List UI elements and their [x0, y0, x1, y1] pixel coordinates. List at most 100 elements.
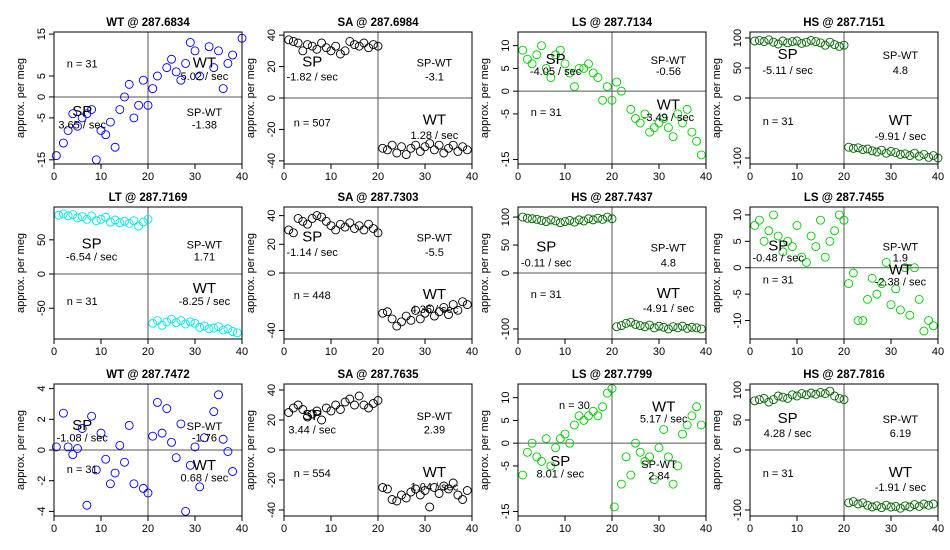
- data-point: [181, 319, 191, 329]
- data-point: [345, 218, 355, 228]
- data-point: [218, 434, 228, 444]
- data-point: [54, 210, 64, 220]
- data-point: [905, 151, 915, 161]
- data-point: [364, 403, 374, 413]
- y-tick-label: 50: [36, 234, 48, 246]
- data-point: [858, 498, 868, 508]
- data-point: [138, 483, 148, 493]
- chart-title: LS @ 287.7455: [804, 192, 885, 204]
- data-point: [63, 442, 73, 452]
- data-point: [77, 424, 87, 433]
- data-point: [190, 46, 200, 56]
- sp-rate-label: 4.28 / sec: [764, 428, 812, 440]
- data-point: [659, 114, 669, 123]
- y-tick-label: 4: [36, 386, 48, 392]
- data-point: [830, 391, 840, 401]
- y-axis-label: approx. per meg: [15, 410, 27, 490]
- data-point: [565, 215, 575, 225]
- data-point: [588, 406, 598, 416]
- data-point: [176, 316, 186, 325]
- data-point: [522, 54, 532, 64]
- data-point: [609, 502, 619, 512]
- x-tick-label: 0: [281, 171, 287, 183]
- chart-panel-9: WT @ 287.7472 0 10 20 30 40 -4 -2 0 2 4 approx. per…: [15, 369, 248, 535]
- data-point: [378, 308, 388, 318]
- data-point: [551, 216, 561, 226]
- y-tick-label: 0: [500, 270, 512, 276]
- y-tick-label: 0: [500, 440, 512, 446]
- data-point: [532, 214, 542, 224]
- data-point: [696, 150, 706, 160]
- data-point: [584, 214, 593, 224]
- data-point: [214, 46, 223, 56]
- data-point: [420, 142, 430, 152]
- sp-rate-label: -1.14 / sec: [287, 247, 339, 259]
- y-tick-label: 40: [266, 384, 278, 396]
- data-point: [185, 38, 195, 47]
- data-point: [584, 59, 593, 69]
- data-point: [565, 438, 575, 448]
- wt-label: WT: [423, 112, 446, 129]
- data-point: [910, 263, 919, 273]
- data-point: [924, 500, 934, 510]
- data-point: [105, 217, 115, 227]
- data-point: [886, 502, 896, 512]
- y-tick-label: 10: [500, 40, 512, 52]
- data-point: [228, 50, 238, 60]
- data-point: [905, 310, 915, 320]
- data-point: [326, 406, 336, 416]
- data-point: [167, 437, 176, 447]
- data-point: [537, 456, 546, 466]
- data-point: [345, 394, 355, 404]
- x-tick-label: 10: [325, 346, 337, 358]
- x-tick-label: 10: [325, 171, 337, 183]
- data-point: [682, 323, 692, 333]
- data-point: [387, 314, 397, 324]
- y-tick-label: 0: [266, 95, 278, 101]
- data-point: [626, 104, 636, 114]
- data-point: [368, 224, 378, 233]
- sp-rate-label: -1.08 / sec: [57, 433, 109, 445]
- wt-rate-label: -1.91 / sec: [875, 482, 927, 494]
- data-point: [555, 218, 565, 228]
- data-point: [659, 322, 669, 332]
- n-count-label: n = 448: [294, 290, 331, 302]
- data-point: [621, 318, 631, 328]
- y-tick-label: 100: [500, 208, 512, 226]
- data-point: [593, 73, 603, 82]
- x-tick-label: 10: [791, 523, 803, 535]
- chart-panel-5: LT @ 287.7169 0 10 20 30 40 -50 0 50 approx. per …: [15, 192, 248, 358]
- data-point: [792, 391, 802, 401]
- data-point: [63, 211, 73, 221]
- wt-label: WT: [657, 96, 680, 113]
- chart-panel-1: WT @ 287.6834 0 10 20 30 40 -15 -5 0 5 15 approx. p…: [15, 17, 248, 183]
- data-point: [872, 289, 882, 299]
- wt-rate-label: 5.17 / sec: [640, 414, 688, 426]
- data-point: [124, 79, 134, 89]
- data-point: [834, 210, 844, 220]
- data-point: [773, 391, 783, 401]
- data-point: [830, 40, 840, 50]
- n-count-label: n = 31: [763, 116, 794, 128]
- data-point: [816, 387, 825, 397]
- y-tick-label: -40: [266, 153, 278, 169]
- data-point: [397, 142, 406, 152]
- y-tick-label: 0: [266, 270, 278, 276]
- data-point: [228, 327, 238, 336]
- data-point: [425, 304, 435, 314]
- data-point: [87, 105, 97, 114]
- sp-rate-label: 8.01 / sec: [536, 468, 584, 480]
- x-tick-label: 20: [372, 523, 384, 535]
- x-tick-label: 30: [885, 346, 897, 358]
- data-point: [668, 322, 678, 332]
- x-tick-label: 20: [606, 171, 618, 183]
- data-point: [764, 226, 774, 236]
- y-tick-label: 100: [732, 29, 744, 47]
- data-point: [560, 429, 570, 439]
- y-tick-label: 0: [732, 265, 744, 271]
- y-tick-label: -15: [36, 152, 48, 168]
- sp-wt-value: 4.8: [893, 65, 908, 77]
- data-point: [801, 257, 811, 267]
- y-tick-label: 0: [36, 271, 48, 277]
